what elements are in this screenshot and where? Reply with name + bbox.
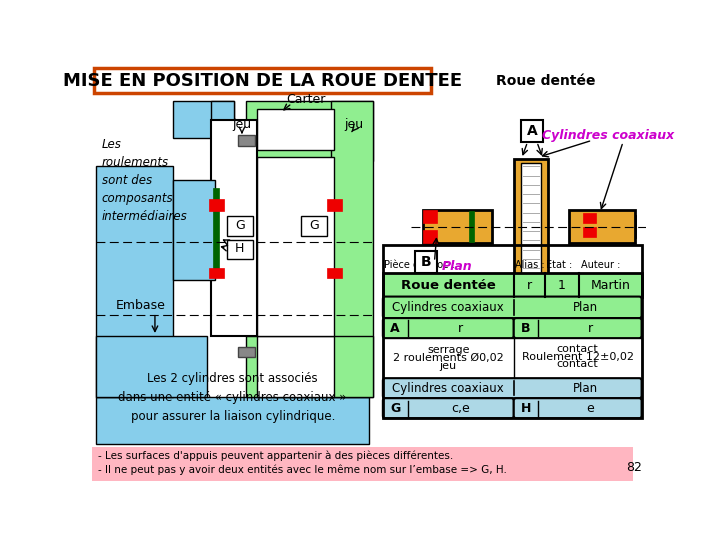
Bar xyxy=(257,336,334,397)
Text: G: G xyxy=(235,219,245,232)
Text: Cylindres coaxiaux: Cylindres coaxiaux xyxy=(392,382,504,395)
Bar xyxy=(92,447,633,481)
Text: contact: contact xyxy=(557,359,598,369)
Bar xyxy=(383,338,642,378)
Bar xyxy=(209,199,224,211)
FancyBboxPatch shape xyxy=(383,398,514,418)
Bar xyxy=(96,397,369,444)
Text: B: B xyxy=(420,255,431,269)
Bar xyxy=(383,273,642,296)
Text: G: G xyxy=(390,402,400,415)
Bar xyxy=(327,268,342,278)
Text: r: r xyxy=(588,322,593,335)
Bar xyxy=(257,109,334,150)
Text: serrage: serrage xyxy=(427,346,469,355)
Text: Carter: Carter xyxy=(286,93,325,106)
Bar xyxy=(415,251,437,273)
Bar xyxy=(212,188,219,276)
Text: Cylindres coaxiaux: Cylindres coaxiaux xyxy=(392,301,504,314)
Bar xyxy=(583,213,596,224)
FancyBboxPatch shape xyxy=(514,398,642,418)
Bar xyxy=(469,211,474,242)
Bar xyxy=(173,180,215,280)
Text: A: A xyxy=(527,124,538,138)
Text: H: H xyxy=(235,242,244,255)
Text: A: A xyxy=(390,322,400,335)
Text: - Il ne peut pas y avoir deux entités avec le même nom sur l’embase => G, H.: - Il ne peut pas y avoir deux entités av… xyxy=(98,464,507,475)
Bar xyxy=(301,217,328,236)
Bar xyxy=(238,347,255,357)
Text: r: r xyxy=(458,322,463,335)
Bar xyxy=(227,217,253,236)
Bar xyxy=(423,231,437,244)
FancyBboxPatch shape xyxy=(514,318,642,338)
Bar xyxy=(583,226,596,237)
Bar xyxy=(514,159,548,294)
Text: Les 2 cylindres sont associés
dans une entité « cylindres coaxiaux »
pour assure: Les 2 cylindres sont associés dans une e… xyxy=(119,372,347,423)
Bar xyxy=(593,215,634,237)
Bar xyxy=(209,268,224,278)
Text: Embase: Embase xyxy=(115,299,166,312)
Text: jeu: jeu xyxy=(344,118,363,131)
Bar xyxy=(327,199,342,211)
Text: 2 roulements Ø0,02: 2 roulements Ø0,02 xyxy=(393,353,504,363)
Text: G: G xyxy=(310,219,319,232)
Bar xyxy=(173,101,234,138)
Bar xyxy=(238,135,255,146)
Bar xyxy=(246,101,373,161)
Bar xyxy=(227,240,253,259)
Text: Roue dentée: Roue dentée xyxy=(401,279,495,292)
FancyBboxPatch shape xyxy=(383,296,642,318)
Text: B: B xyxy=(521,322,531,335)
Bar xyxy=(383,245,642,418)
Text: jeu: jeu xyxy=(233,118,251,131)
Text: Roulement 12±0,02: Roulement 12±0,02 xyxy=(522,352,634,362)
Bar xyxy=(330,101,373,397)
Bar xyxy=(257,157,334,336)
Bar xyxy=(96,336,207,397)
Text: c,e: c,e xyxy=(451,402,470,415)
Text: Alias :: Alias : xyxy=(516,260,545,271)
Text: H: H xyxy=(521,402,531,415)
Text: 82: 82 xyxy=(626,462,642,475)
Bar xyxy=(521,120,543,142)
Text: Martin: Martin xyxy=(590,279,630,292)
Text: Plan: Plan xyxy=(573,382,598,395)
Bar xyxy=(211,120,257,336)
Bar xyxy=(521,164,541,289)
Text: e: e xyxy=(586,402,594,415)
Text: 1: 1 xyxy=(558,279,566,292)
Text: Cylindres coaxiaux: Cylindres coaxiaux xyxy=(541,129,674,142)
Text: Etat :: Etat : xyxy=(546,260,572,271)
Bar xyxy=(570,210,634,244)
Text: Les
roulements
sont des
composants
intermédiaires: Les roulements sont des composants inter… xyxy=(102,138,187,223)
Bar xyxy=(423,210,492,244)
Text: jeu: jeu xyxy=(440,361,457,371)
Bar xyxy=(96,166,173,397)
FancyBboxPatch shape xyxy=(383,318,514,338)
Text: Roue dentée: Roue dentée xyxy=(496,74,596,88)
Bar xyxy=(94,68,431,93)
Text: - Les surfaces d'appuis peuvent appartenir à des pièces différentes.: - Les surfaces d'appuis peuvent apparten… xyxy=(98,451,453,461)
Bar xyxy=(211,101,234,120)
Text: Plan: Plan xyxy=(573,301,598,314)
Bar xyxy=(423,210,437,222)
Text: r: r xyxy=(526,279,532,292)
Text: Plan: Plan xyxy=(442,260,473,273)
Bar xyxy=(246,336,373,397)
Text: contact: contact xyxy=(557,344,598,354)
Text: Auteur :: Auteur : xyxy=(581,260,620,271)
Text: Pièce ou bloc :: Pièce ou bloc : xyxy=(384,260,455,271)
Text: MISE EN POSITION DE LA ROUE DENTEE: MISE EN POSITION DE LA ROUE DENTEE xyxy=(63,72,462,90)
FancyBboxPatch shape xyxy=(383,378,642,398)
